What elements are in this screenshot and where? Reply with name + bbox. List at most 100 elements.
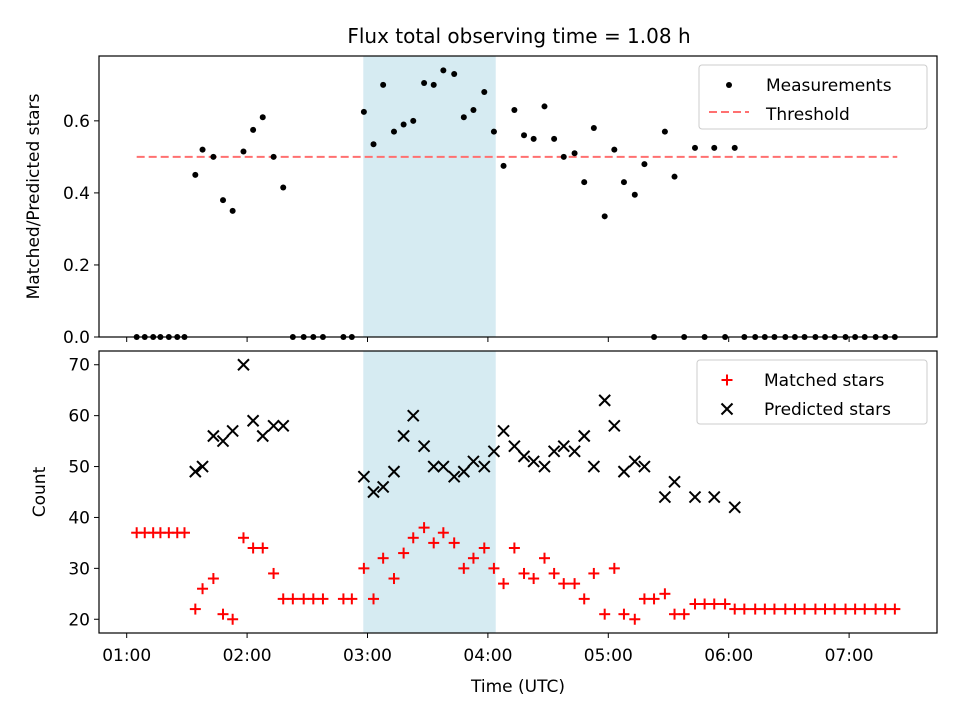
y-tick-label: 70 <box>68 356 90 376</box>
matched-star-marker <box>839 603 851 615</box>
matched-star-marker <box>689 598 701 610</box>
legend: Measurements Threshold <box>698 64 928 130</box>
y-tick-label: 20 <box>68 610 90 630</box>
measurement-point <box>360 108 367 115</box>
matched-star-marker <box>538 552 550 564</box>
chart-title: Flux total observing time = 1.08 h <box>347 24 690 48</box>
measurement-point <box>390 128 397 135</box>
matched-star-marker <box>227 613 239 625</box>
predicted-star-marker <box>427 460 440 473</box>
measurement-point <box>530 135 537 142</box>
measurement-point <box>210 153 217 160</box>
matched-star-marker <box>599 608 611 620</box>
x-tick-label: 06:00 <box>704 646 753 666</box>
x-axis-title: Time (UTC) <box>470 677 565 697</box>
matched-star-marker <box>488 562 500 574</box>
matched-star-marker <box>257 542 269 554</box>
matched-star-marker <box>346 593 358 605</box>
matched-star-marker <box>809 603 821 615</box>
predicted-star-marker <box>608 419 621 433</box>
matched-star-marker <box>659 588 671 600</box>
measurement-point <box>641 161 648 168</box>
matched-star-marker <box>428 537 440 549</box>
matched-star-marker <box>789 603 801 615</box>
measurement-point <box>259 114 266 121</box>
predicted-star-marker <box>207 429 220 443</box>
matched-star-marker <box>569 578 581 590</box>
measurement-point <box>661 128 668 135</box>
predicted-star-marker <box>497 424 510 438</box>
matched-star-marker <box>247 542 259 554</box>
measurement-point <box>481 89 488 96</box>
predicted-star-marker <box>376 480 390 494</box>
measurement-point <box>490 128 497 135</box>
matched-star-marker <box>548 567 560 579</box>
x-tick-label: 02:00 <box>223 646 272 666</box>
matched-star-marker <box>708 598 720 610</box>
measurement-point <box>611 146 618 153</box>
matched-star-marker <box>588 567 600 579</box>
predicted-star-marker <box>538 460 551 473</box>
measurement-point <box>631 191 638 198</box>
predicted-star-marker <box>587 460 601 473</box>
predicted-star-marker <box>447 470 461 483</box>
predicted-star-marker <box>527 455 540 468</box>
measurement-point <box>421 80 428 87</box>
measurement-point <box>370 141 377 148</box>
measurement-point <box>521 132 528 139</box>
measurement-point <box>691 144 698 151</box>
y-axis-title: Count <box>30 466 50 517</box>
matched-star-marker <box>418 522 430 534</box>
predicted-star-marker <box>246 414 260 427</box>
legend-box <box>696 359 928 425</box>
matched-star-marker <box>358 562 370 574</box>
measurement-point <box>601 213 608 220</box>
matched-star-marker <box>178 527 190 539</box>
measurement-point <box>460 114 467 121</box>
measurement-point <box>500 162 507 169</box>
matched-star-marker <box>729 603 741 615</box>
y-tick-label: 40 <box>68 508 90 528</box>
y-axis-title: Matched/Predicted stars <box>24 93 44 299</box>
matched-star-marker <box>849 603 861 615</box>
predicted-star-marker <box>216 434 230 448</box>
matched-star-marker <box>799 603 811 615</box>
matched-star-marker <box>377 552 389 564</box>
predicted-star-marker <box>277 419 290 433</box>
matched-star-marker <box>437 527 449 539</box>
legend-box <box>698 64 928 130</box>
predicted-star-marker <box>728 501 741 514</box>
predicted-star-marker <box>237 358 250 371</box>
predicted-star-marker <box>189 465 202 478</box>
matched-star-marker <box>629 613 641 625</box>
plot-frame <box>98 350 938 634</box>
matched-star-marker <box>478 542 490 554</box>
matched-star-marker <box>768 603 780 615</box>
measurement-point <box>192 171 199 178</box>
x-tick-label: 05:00 <box>584 646 633 666</box>
measurement-point <box>671 173 678 180</box>
bottom-panel: 20 30 40 50 60 70 01:00 02:00 03:00 04:00 05:00 06:… <box>30 350 938 697</box>
matched-star-marker <box>859 603 871 615</box>
predicted-star-marker <box>196 460 209 473</box>
matched-star-marker <box>448 537 460 549</box>
predicted-star-marker <box>688 490 702 504</box>
predicted-star-marker <box>478 460 491 473</box>
plot-frame <box>98 55 938 338</box>
measurement-point <box>440 67 447 74</box>
highlight-span <box>363 351 496 633</box>
legend: Matched stars Predicted stars <box>696 359 928 425</box>
measurement-point <box>229 207 236 214</box>
predicted-star-marker <box>437 460 450 473</box>
predicted-star-marker <box>417 439 431 453</box>
predicted-star-marker <box>568 445 581 458</box>
matched-star-marker <box>298 593 310 605</box>
y-tick-label: 0.6 <box>63 112 90 132</box>
matched-star-marker <box>738 603 750 615</box>
matched-star-marker <box>749 603 761 615</box>
matched-star-marker <box>669 608 681 620</box>
measurement-point <box>250 126 257 133</box>
predicted-star-marker <box>357 470 371 483</box>
measurement-point <box>380 81 387 88</box>
matched-star-marker <box>558 578 570 590</box>
